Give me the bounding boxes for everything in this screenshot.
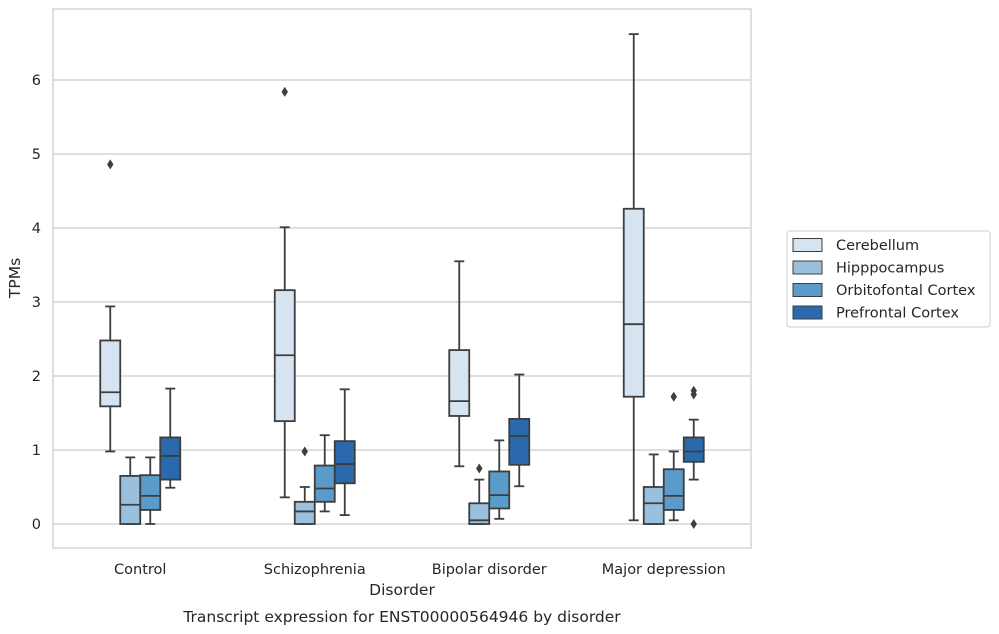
box-iqr bbox=[682, 436, 705, 463]
box-group bbox=[448, 260, 531, 525]
y-tick-label: 1 bbox=[32, 443, 41, 459]
legend-swatch bbox=[792, 283, 823, 297]
box-plot-element bbox=[333, 388, 356, 517]
box-plot-element bbox=[488, 439, 511, 520]
y-tick-label: 6 bbox=[32, 73, 41, 89]
outlier-point bbox=[281, 86, 288, 97]
legend-label: Orbitofontal Cortex bbox=[836, 283, 976, 299]
x-tick-label: Bipolar disorder bbox=[432, 562, 547, 578]
box-plot-element bbox=[99, 159, 122, 453]
legend-label: Hipppocampus bbox=[836, 261, 944, 277]
box-iqr bbox=[488, 470, 511, 510]
outlier-point bbox=[107, 159, 114, 170]
legend-item: Hipppocampus bbox=[792, 260, 944, 277]
box-plot-element bbox=[273, 86, 296, 499]
box-plot-element bbox=[662, 391, 685, 522]
outlier-point bbox=[476, 463, 483, 474]
y-tick-label: 4 bbox=[32, 221, 41, 237]
box-iqr bbox=[448, 349, 471, 417]
x-tick-label: Schizophrenia bbox=[264, 562, 366, 578]
x-axis-label: Disorder bbox=[369, 581, 435, 599]
box-iqr bbox=[333, 440, 356, 485]
legend-frame bbox=[786, 230, 991, 328]
box-plot-element bbox=[139, 456, 162, 525]
box-plot-element bbox=[682, 385, 705, 529]
outlier-point bbox=[670, 391, 677, 402]
box-plot-element bbox=[448, 260, 471, 468]
box-plot-element bbox=[293, 446, 316, 525]
legend-label: Cerebellum bbox=[836, 238, 919, 254]
box-groups bbox=[99, 33, 705, 529]
y-tick-label: 2 bbox=[32, 369, 41, 385]
grid-lines bbox=[53, 79, 751, 525]
y-axis-label: TPMs bbox=[6, 258, 24, 299]
x-tick-label: Major depression bbox=[602, 562, 726, 578]
legend-item: Orbitofontal Cortex bbox=[792, 283, 976, 299]
x-tick-labels: Control Schizophrenia Bipolar disorder Majo… bbox=[114, 562, 726, 578]
box-iqr bbox=[468, 502, 491, 525]
box-plot-element bbox=[508, 373, 531, 488]
legend: Cerebellum Hipppocampus Orbitofontal Corte… bbox=[786, 230, 991, 328]
plot-frame bbox=[52, 8, 752, 549]
legend-item: Cerebellum bbox=[792, 238, 919, 254]
x-tick-label: Control bbox=[114, 562, 166, 578]
legend-items: Cerebellum Hipppocampus Orbitofontal Corte… bbox=[792, 238, 976, 322]
y-tick-label: 0 bbox=[32, 517, 41, 533]
box-iqr bbox=[293, 500, 316, 525]
box-iqr bbox=[119, 474, 142, 525]
box-iqr bbox=[622, 207, 645, 398]
box-plot-element bbox=[642, 453, 665, 525]
y-tick-labels: 0 1 2 3 4 5 6 bbox=[32, 73, 41, 533]
y-tick-label: 3 bbox=[32, 295, 41, 311]
outlier-point bbox=[301, 446, 308, 457]
box-iqr bbox=[662, 468, 685, 511]
box-plot-element bbox=[119, 456, 142, 525]
y-tick-label: 5 bbox=[32, 147, 41, 163]
box-plot-element bbox=[468, 463, 491, 525]
box-iqr bbox=[642, 486, 665, 525]
box-plot-element bbox=[313, 434, 336, 513]
legend-item: Prefrontal Cortex bbox=[792, 305, 959, 322]
box-group bbox=[273, 86, 356, 525]
box-group bbox=[622, 33, 705, 529]
legend-swatch bbox=[792, 260, 823, 275]
box-plot-element bbox=[622, 33, 645, 522]
box-plot-element bbox=[159, 387, 182, 489]
outlier-point bbox=[690, 389, 697, 400]
box-iqr bbox=[159, 436, 182, 481]
chart-caption: Transcript expression for ENST0000056494… bbox=[182, 608, 621, 626]
box-iqr bbox=[139, 474, 162, 511]
box-iqr bbox=[99, 339, 122, 408]
outlier-point bbox=[690, 519, 697, 529]
legend-swatch bbox=[792, 238, 823, 252]
box-group bbox=[99, 159, 182, 525]
legend-swatch bbox=[792, 305, 823, 320]
legend-label: Prefrontal Cortex bbox=[836, 306, 959, 322]
box-iqr bbox=[508, 418, 531, 466]
box-iqr bbox=[313, 464, 336, 503]
